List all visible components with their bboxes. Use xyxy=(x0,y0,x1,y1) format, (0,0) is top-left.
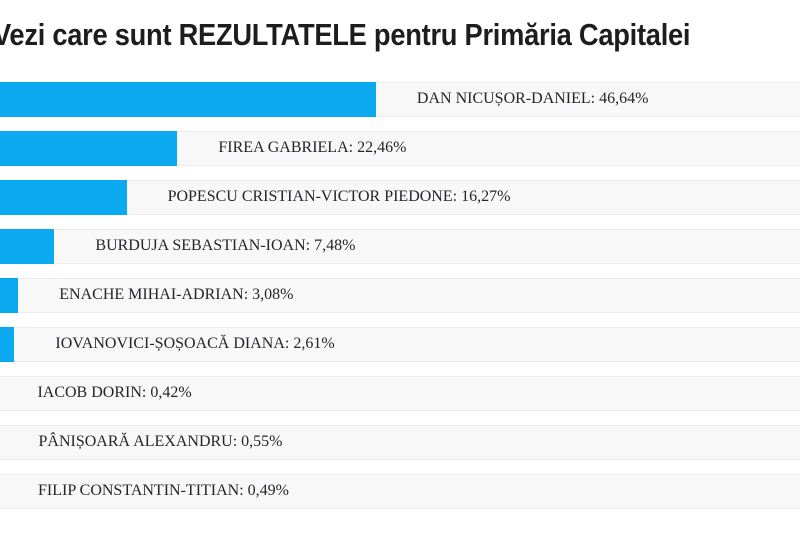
result-label: PÂNIȘOARĂ ALEXANDRU: 0,55% xyxy=(38,433,283,451)
result-row: PÂNIȘOARĂ ALEXANDRU: 0,55% xyxy=(0,424,800,460)
result-label: BURDUJA SEBASTIAN-IOAN: 7,48% xyxy=(95,237,356,255)
results-bar-chart: DAN NICUȘOR-DANIEL: 46,64% FIREA GABRIEL… xyxy=(0,81,800,509)
result-row: ENACHE MIHAI-ADRIAN: 3,08% xyxy=(0,277,800,313)
article-page: Vezi care sunt REZULTATELE pentru Primăr… xyxy=(0,17,800,509)
result-bar xyxy=(0,81,376,117)
result-label: IACOB DORIN: 0,42% xyxy=(37,384,192,402)
result-bar xyxy=(0,179,127,215)
result-label: FILIP CONSTANTIN-TITIAN: 0,49% xyxy=(38,482,289,500)
result-bar xyxy=(0,130,178,166)
result-label: POPESCU CRISTIAN-VICTOR PIEDONE: 16,27% xyxy=(167,188,511,206)
result-row: IOVANOVICI-ȘOȘOACĂ DIANA: 2,61% xyxy=(0,326,800,362)
page-title: Vezi care sunt REZULTATELE pentru Primăr… xyxy=(0,17,691,52)
result-row: FILIP CONSTANTIN-TITIAN: 0,49% xyxy=(0,473,800,509)
result-label: DAN NICUȘOR-DANIEL: 46,64% xyxy=(416,90,649,108)
result-label: IOVANOVICI-ȘOȘOACĂ DIANA: 2,61% xyxy=(55,335,335,353)
result-bar xyxy=(0,277,19,313)
result-row: BURDUJA SEBASTIAN-IOAN: 7,48% xyxy=(0,228,800,264)
result-bar xyxy=(0,228,55,264)
result-row: DAN NICUȘOR-DANIEL: 46,64% xyxy=(0,81,800,117)
result-label: ENACHE MIHAI-ADRIAN: 3,08% xyxy=(59,286,294,304)
result-label: FIREA GABRIELA: 22,46% xyxy=(218,139,407,157)
result-row: FIREA GABRIELA: 22,46% xyxy=(0,130,800,166)
result-bar xyxy=(0,326,15,362)
result-row: POPESCU CRISTIAN-VICTOR PIEDONE: 16,27% xyxy=(0,179,800,215)
result-row: IACOB DORIN: 0,42% xyxy=(0,375,800,411)
